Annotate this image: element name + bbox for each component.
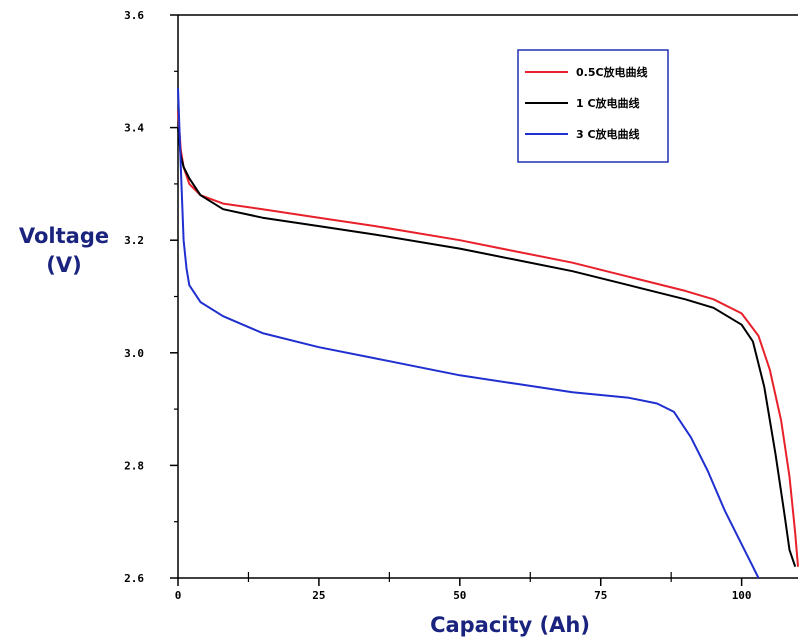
legend: 0.5C放电曲线 1 C放电曲线 3 C放电曲线	[517, 49, 669, 163]
y-axis-title-line-2: (V)	[46, 253, 81, 277]
y-tick-label: 3.6	[124, 9, 144, 22]
series-line-1	[177, 110, 799, 567]
legend-label-3: 3 C放电曲线	[576, 127, 640, 141]
y-tick-label: 3.2	[124, 234, 144, 247]
series-line-3	[177, 88, 760, 579]
x-tick-label: 100	[732, 589, 752, 602]
x-tick-label: 25	[312, 589, 325, 602]
legend-label-2: 1 C放电曲线	[576, 96, 640, 110]
legend-box	[517, 49, 669, 163]
axis-titles: Voltage (V) Capacity (Ah)	[19, 224, 590, 637]
x-axis-title: Capacity (Ah)	[430, 613, 590, 637]
x-tick-label: 0	[175, 589, 182, 602]
y-axis-title-line-1: Voltage	[19, 224, 109, 248]
y-tick-label: 2.8	[124, 459, 144, 472]
x-tick-label: 50	[453, 589, 466, 602]
legend-label-1: 0.5C放电曲线	[576, 65, 648, 79]
y-tick-label: 3.0	[124, 347, 144, 360]
series-line-2	[177, 127, 797, 568]
series-layer	[177, 88, 799, 579]
axes: 2.6 2.8 3.0 3.2 3.4 3.6 0 25 50 75 100	[124, 9, 798, 602]
y-tick-label: 2.6	[124, 572, 144, 585]
x-tick-label: 75	[594, 589, 607, 602]
y-tick-label: 3.4	[124, 122, 144, 135]
